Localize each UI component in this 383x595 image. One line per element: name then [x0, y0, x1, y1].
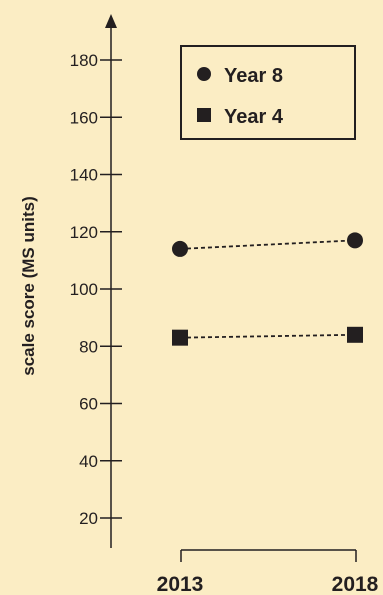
- series-line-year-4: [179, 333, 356, 339]
- data-point-year-8: [172, 240, 188, 257]
- legend-marker-year-4: [197, 108, 211, 122]
- y-axis: 20 40 60 80 100 120 140 160 180: [70, 14, 122, 548]
- legend-box: [180, 45, 356, 140]
- series-year-4: [172, 326, 363, 346]
- legend-label-year-8: Year 8: [224, 65, 283, 87]
- y-axis-title: scale score (MS units): [19, 196, 38, 376]
- y-tick-label: 40: [79, 452, 98, 471]
- y-tick-label: 180: [70, 51, 98, 70]
- legend-label-year-4: Year 4: [224, 106, 284, 128]
- x-tick-label: 2018: [332, 573, 379, 595]
- series-year-8: [172, 232, 363, 257]
- series-line-year-8: [179, 239, 356, 250]
- y-tick-label: 120: [70, 223, 98, 242]
- x-axis: 2013 2018: [157, 549, 379, 595]
- data-point-year-8: [347, 232, 363, 249]
- y-tick-label: 20: [79, 509, 98, 528]
- series-layer: [172, 232, 363, 346]
- y-axis-arrow: [105, 14, 117, 28]
- y-tick-label: 60: [79, 395, 98, 414]
- legend: Year 8 Year 4: [180, 45, 356, 140]
- y-tick-label: 100: [70, 280, 98, 299]
- x-tick-label: 2013: [157, 573, 204, 595]
- y-tick-label: 80: [79, 337, 98, 356]
- data-point-year-4: [347, 326, 363, 343]
- legend-marker-year-8: [197, 67, 211, 81]
- y-tick-label: 140: [70, 166, 98, 185]
- y-tick-label: 160: [70, 108, 98, 127]
- data-point-year-4: [172, 329, 188, 346]
